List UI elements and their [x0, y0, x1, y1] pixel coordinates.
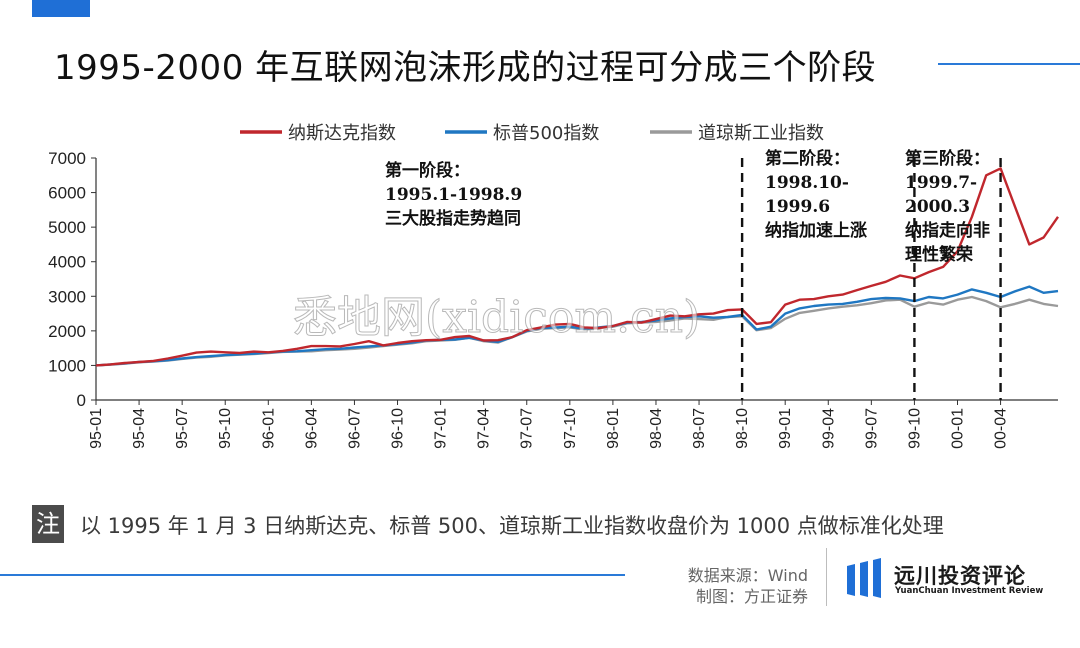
x-tick-label: 97-01 [433, 408, 450, 449]
phase-annotation-line: 第二阶段： [765, 148, 850, 169]
source-line: 数据来源：Wind [687, 566, 808, 585]
x-tick-label: 95-10 [217, 408, 234, 449]
x-tick-label: 97-10 [562, 408, 579, 449]
x-tick-label: 95-04 [131, 408, 148, 449]
series-line [95, 285, 1059, 367]
phase-annotation-line: 三大股指走势趋同 [385, 208, 521, 229]
x-tick-label: 98-04 [648, 408, 665, 449]
x-tick-label: 97-04 [476, 408, 493, 449]
credit-line: 制图：方正证券 [695, 587, 808, 606]
phase-annotation-line: 第一阶段： [385, 160, 470, 181]
phase-annotation-line: 1995.1-1998.9 [385, 185, 522, 205]
x-tick-label: 95-07 [174, 408, 191, 449]
phase-annotation-line: 理性繁荣 [905, 244, 973, 265]
title-rule [938, 63, 1080, 65]
phase-annotation-line: 2000.3 [905, 197, 970, 217]
top-accent-bar [32, 0, 90, 17]
x-tick-label: 96-10 [390, 408, 407, 449]
y-tick-label: 7000 [48, 149, 86, 168]
x-tick-label: 99-10 [906, 408, 923, 449]
phase-annotation: 第一阶段： 1995.1-1998.9 三大股指走势趋同 [385, 160, 522, 229]
bottom-rule [0, 574, 625, 576]
y-tick-label: 2000 [48, 322, 86, 341]
legend-label: 道琼斯工业指数 [698, 123, 824, 144]
legend-label: 标普500指数 [493, 123, 599, 144]
x-tick-label: 96-01 [260, 408, 277, 449]
x-tick-label: 97-07 [519, 408, 536, 449]
phase-annotation-line: 1998.10- [765, 173, 849, 193]
brand-subtitle: YuanChuan Investment Review [895, 586, 1044, 596]
phase-annotation-line: 纳指加速上涨 [765, 220, 867, 241]
x-tick-label: 98-07 [691, 408, 708, 449]
series-line [95, 167, 1059, 367]
legend-label: 纳斯达克指数 [288, 123, 396, 144]
x-tick-label: 96-04 [303, 408, 320, 449]
x-tick-label: 96-07 [346, 408, 363, 449]
y-tick-label: 4000 [48, 253, 86, 272]
y-tick-label: 0 [77, 391, 86, 410]
brand-name: 远川投资评论 [894, 564, 1026, 588]
note-text: 以 1995 年 1 月 3 日纳斯达克、标普 500、道琼斯工业指数收盘价为 … [80, 514, 944, 538]
y-tick-label: 6000 [48, 184, 86, 203]
x-tick-label: 00-04 [993, 408, 1010, 449]
x-tick-label: 00-01 [949, 408, 966, 449]
x-tick-label: 95-01 [88, 408, 105, 449]
phase-annotation-line: 第三阶段： [905, 148, 990, 169]
x-tick-label: 99-01 [777, 408, 794, 449]
watermark: 悉地网(xidicom.cn) [293, 292, 700, 343]
y-tick-label: 3000 [48, 287, 86, 306]
brand-logo-icon [847, 558, 881, 598]
source-block: 数据来源：Wind 制图：方正证券 [688, 565, 808, 607]
x-tick-label: 99-04 [820, 408, 837, 449]
phase-annotation: 第二阶段： 1998.10- 1999.6 纳指加速上涨 [765, 148, 867, 241]
x-tick-label: 98-01 [605, 408, 622, 449]
phase-annotation-line: 1999.7- [905, 173, 977, 193]
footer-separator [826, 548, 827, 606]
page-title: 1995-2000 年互联网泡沫形成的过程可分成三个阶段 [54, 48, 877, 88]
phase-annotation-line: 纳指走向非 [905, 220, 990, 241]
y-tick-label: 1000 [48, 356, 86, 375]
phase-annotation-line: 1999.6 [765, 197, 830, 217]
line-chart: 0 1000 2000 3000 4000 5000 6000 7000 95-01 95-04 9… [48, 123, 1059, 449]
y-tick-label: 5000 [48, 218, 86, 237]
note-icon: 注 [32, 505, 64, 543]
x-tick-label: 98-10 [734, 408, 751, 449]
x-tick-label: 99-07 [863, 408, 880, 449]
